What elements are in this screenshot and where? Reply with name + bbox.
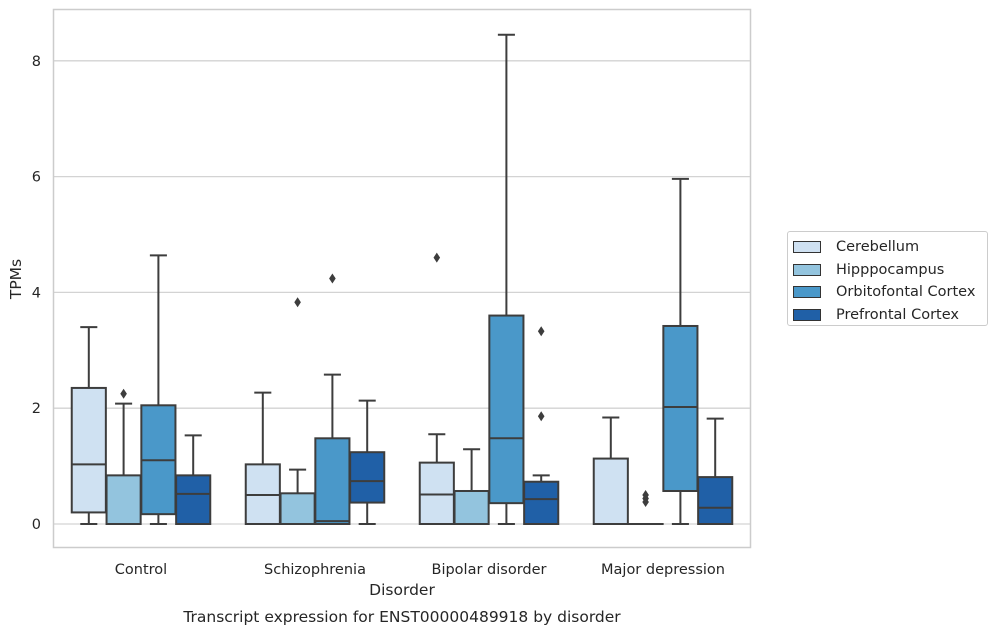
iqr-box	[70, 386, 107, 514]
box-2-0	[140, 254, 177, 525]
outlier-marker	[537, 326, 545, 337]
plot-frame	[52, 8, 752, 549]
iqr-box	[349, 451, 386, 504]
box-1-1	[279, 297, 316, 525]
box-0-3	[592, 416, 629, 525]
iqr-box	[453, 489, 490, 526]
outlier-marker	[329, 273, 336, 284]
y-axis-label: TPMs	[7, 259, 25, 300]
box-2-2	[488, 33, 525, 525]
y-tick-label: 0	[32, 517, 41, 533]
box-0-2	[418, 252, 455, 526]
outlier-marker	[120, 388, 127, 399]
legend-item-hippocampus: Hipppocampus	[788, 259, 987, 282]
legend: Cerebellum Hipppocampus Orbitofontal Cor…	[787, 231, 988, 326]
box-2-1	[314, 273, 351, 526]
x-axis-label: Disorder	[369, 581, 435, 599]
outlier-marker	[294, 297, 301, 308]
legend-label-prefrontal-cortex: Prefrontal Cortex	[836, 306, 959, 323]
iqr-box	[592, 457, 629, 525]
outlier-marker	[537, 411, 545, 422]
outlier-marker	[642, 490, 649, 501]
y-tick-label: 6	[32, 170, 41, 186]
chart-caption: Transcript expression for ENST0000048991…	[182, 608, 621, 626]
legend-swatch-orbitofrontal-cortex	[793, 286, 821, 299]
legend-label-orbitofrontal-cortex: Orbitofontal Cortex	[836, 284, 976, 301]
boxes	[70, 33, 734, 526]
legend-swatch-hippocampus	[793, 263, 821, 276]
x-tick-label: Bipolar disorder	[432, 562, 547, 578]
iqr-box	[418, 461, 455, 526]
box-1-2	[453, 448, 490, 526]
iqr-box	[314, 437, 351, 526]
x-tick-label: Major depression	[601, 562, 725, 578]
box-3-2	[523, 326, 560, 525]
legend-label-cerebellum: Cerebellum	[836, 239, 920, 256]
legend-item-cerebellum: Cerebellum	[788, 236, 987, 259]
x-tick-label: Schizophrenia	[264, 562, 366, 578]
y-tick-label: 8	[32, 54, 41, 70]
legend-item-prefrontal-cortex: Prefrontal Cortex	[788, 304, 987, 327]
iqr-box	[175, 474, 212, 526]
iqr-box	[662, 324, 699, 492]
iqr-box	[697, 476, 734, 526]
box-3-1	[349, 399, 386, 525]
box-3-0	[175, 434, 212, 526]
legend-label-hippocampus: Hipppocampus	[836, 261, 945, 278]
outlier-marker	[433, 252, 441, 263]
legend-swatch-prefrontal-cortex	[793, 308, 821, 321]
x-tick-label: Control	[115, 562, 167, 578]
iqr-box	[105, 474, 142, 526]
box-1-3	[627, 490, 664, 526]
y-tick-label: 2	[32, 401, 41, 417]
box-0-1	[244, 391, 281, 526]
iqr-box	[488, 314, 525, 505]
iqr-box	[523, 480, 560, 525]
legend-swatch-cerebellum	[793, 241, 821, 254]
box-0-0	[70, 326, 107, 525]
box-3-3	[697, 417, 734, 526]
box-1-0	[105, 388, 142, 526]
tick-labels: 0 2 4 6 8 Control Schizophrenia Bipolar disorde…	[32, 54, 725, 578]
legend-item-orbitofrontal-cortex: Orbitofontal Cortex	[788, 281, 987, 304]
y-tick-label: 4	[32, 285, 41, 301]
iqr-box	[279, 492, 316, 525]
box-2-3	[662, 177, 699, 525]
